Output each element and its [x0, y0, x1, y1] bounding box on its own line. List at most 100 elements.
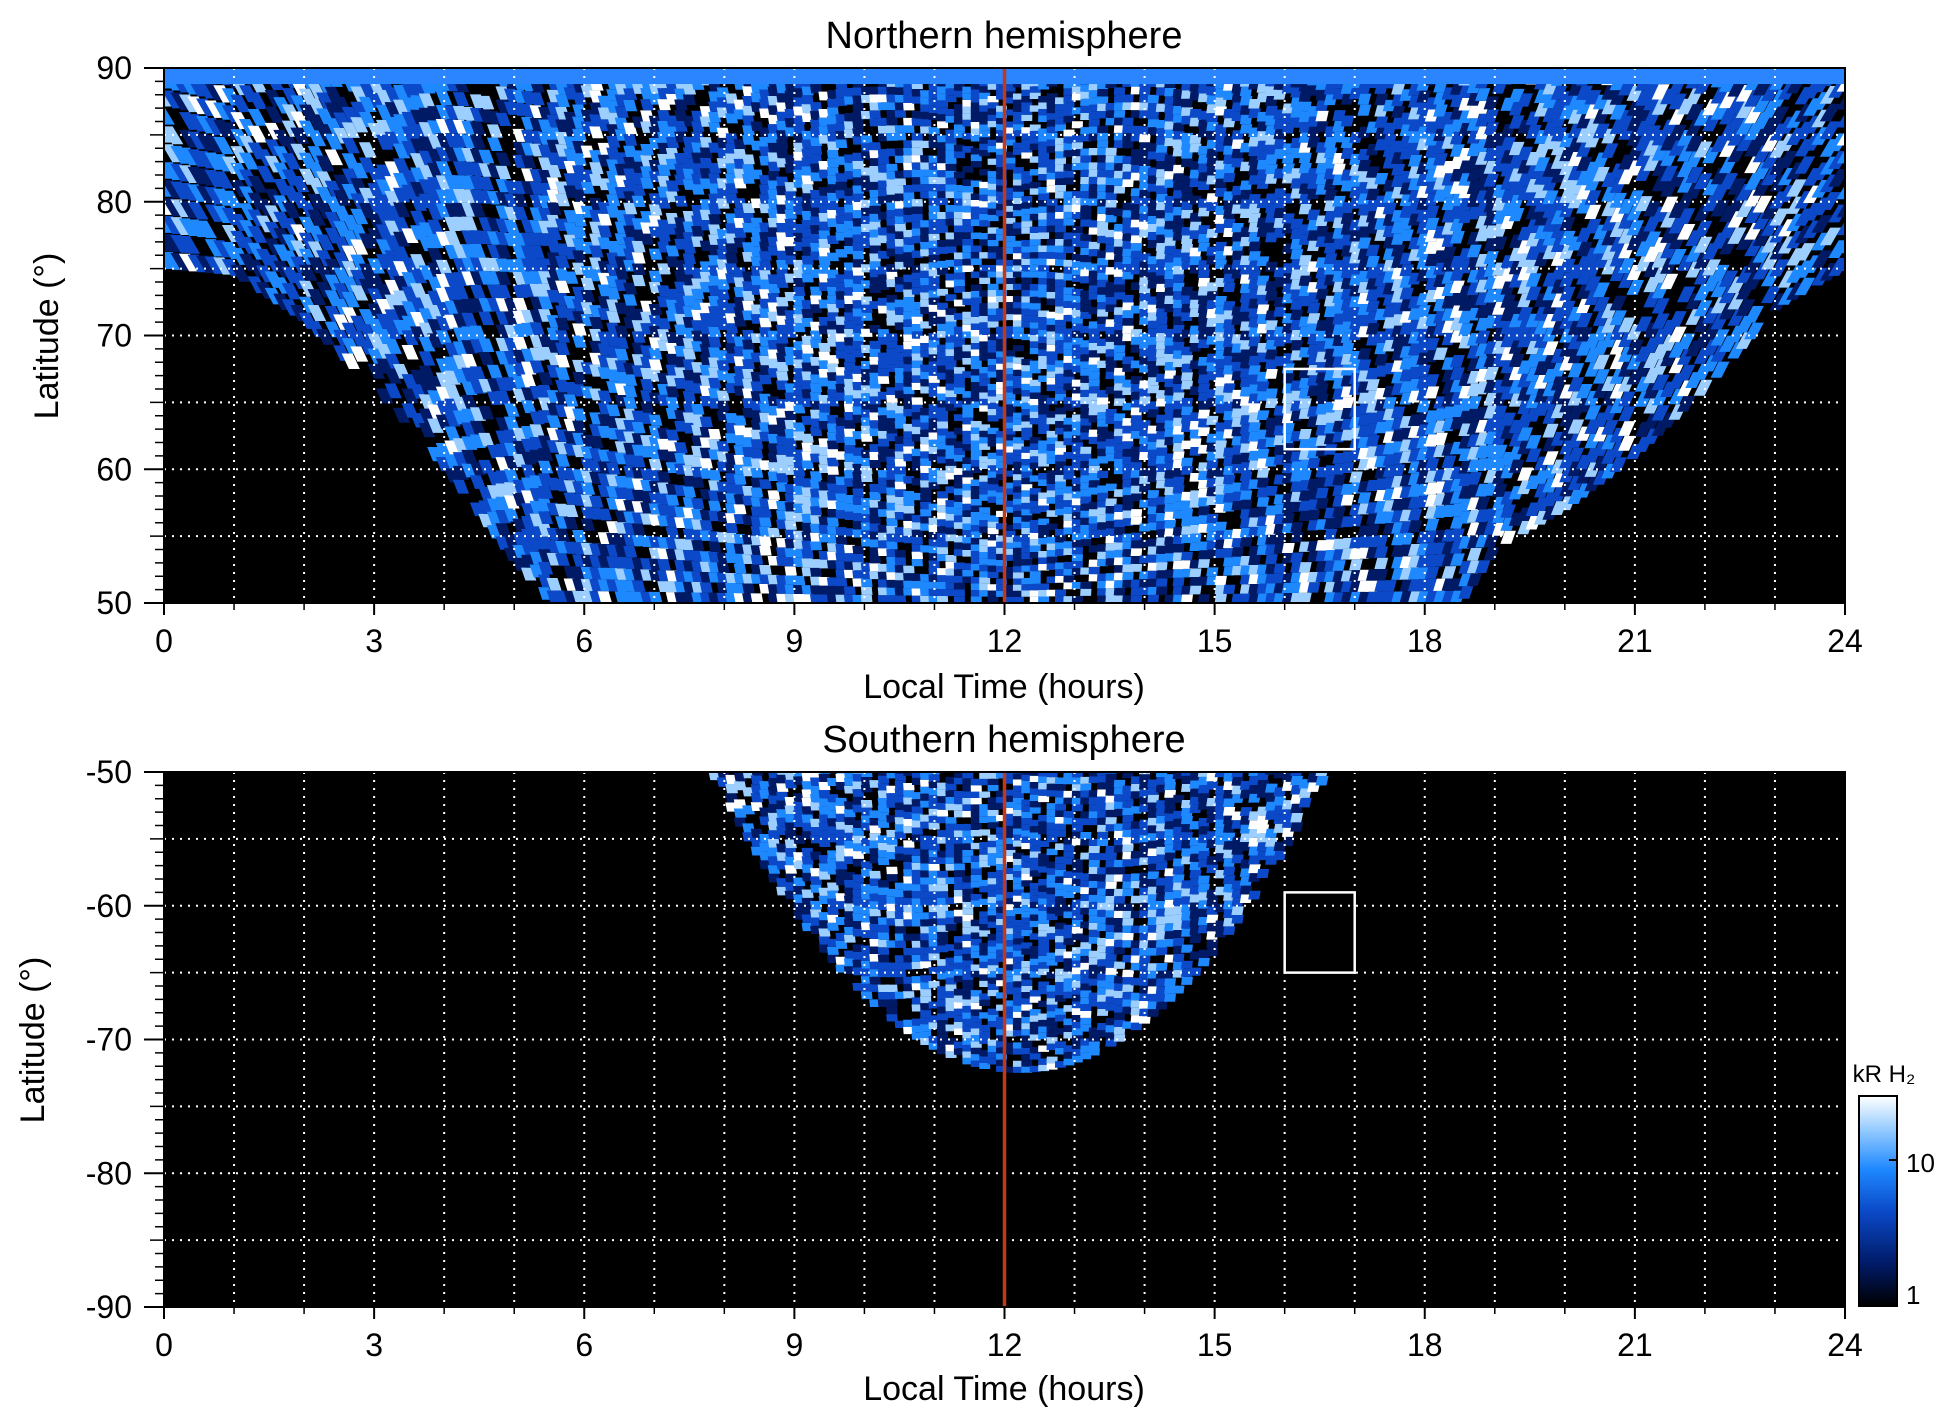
- emission-cell: [920, 184, 932, 192]
- emission-cell: [979, 481, 991, 489]
- emission-cell: [1021, 196, 1033, 203]
- emission-cell: [392, 246, 411, 262]
- emission-cell: [911, 250, 923, 258]
- emission-cell: [1046, 397, 1058, 405]
- emission-cell: [1054, 110, 1067, 118]
- emission-cell: [860, 304, 873, 313]
- emission-cell: [1038, 167, 1050, 174]
- emission-cell: [970, 206, 982, 213]
- emission-cell: [1012, 228, 1024, 235]
- emission-cell: [843, 453, 856, 462]
- emission-cell: [979, 405, 991, 412]
- emission-cell: [1054, 245, 1067, 253]
- emission-cell: [1029, 296, 1041, 304]
- emission-cell: [928, 219, 940, 227]
- emission-cell: [1054, 185, 1067, 192]
- emission-cell: [1004, 548, 1016, 555]
- emission-cell: [962, 192, 974, 200]
- emission-cell: [936, 100, 949, 108]
- emission-cell: [886, 194, 898, 203]
- emission-cell: [350, 162, 369, 179]
- emission-cell: [1046, 238, 1058, 246]
- emission-cell: [987, 415, 999, 422]
- emission-cell: [979, 558, 991, 565]
- emission-cell: [945, 335, 957, 343]
- emission-cell: [1012, 504, 1024, 511]
- emission-cell: [1063, 259, 1075, 267]
- emission-cell: [1046, 324, 1058, 332]
- emission-cell: [1029, 532, 1041, 540]
- emission-cell: [597, 390, 612, 403]
- emission-cell: [410, 153, 428, 168]
- emission-cell: [928, 141, 940, 149]
- emission-cell: [979, 181, 991, 189]
- emission-cell: [1021, 246, 1033, 253]
- emission-cell: [640, 233, 655, 245]
- emission-cell: [1054, 151, 1067, 159]
- emission-cell: [1012, 111, 1024, 119]
- emission-cell: [936, 267, 949, 275]
- emission-cell: [555, 528, 570, 542]
- emission-cell: [894, 170, 907, 179]
- emission-cell: [945, 486, 957, 494]
- emission-cell: [708, 500, 722, 511]
- emission-cell: [1021, 102, 1033, 109]
- emission-cell: [1046, 318, 1058, 325]
- emission-cell: [953, 117, 965, 125]
- emission-cell: [708, 336, 722, 348]
- emission-cell: [987, 171, 999, 178]
- emission-cell: [920, 444, 932, 452]
- emission-cell: [801, 344, 814, 354]
- emission-cell: [962, 318, 974, 325]
- emission-cell: [852, 455, 865, 464]
- emission-cell: [691, 184, 705, 195]
- emission-cell: [1113, 345, 1126, 353]
- emission-cell: [1004, 163, 1016, 170]
- emission-cell: [962, 437, 974, 445]
- emission-cell: [1004, 127, 1016, 134]
- emission-cell: [801, 549, 814, 559]
- emission-cell: [979, 354, 991, 361]
- emission-cell: [486, 124, 503, 138]
- emission-cell: [1046, 113, 1058, 120]
- emission-cell: [1046, 437, 1058, 445]
- emission-cell: [1181, 397, 1194, 407]
- emission-cell: [936, 330, 949, 338]
- emission-cell: [1029, 475, 1041, 482]
- emission-cell: [970, 459, 982, 467]
- emission-cell: [1046, 371, 1058, 378]
- emission-cell: [979, 347, 991, 355]
- emission-cell: [970, 349, 982, 356]
- emission-cell: [444, 286, 461, 301]
- emission-cell: [1038, 420, 1050, 428]
- emission-cell: [708, 377, 722, 389]
- emission-cell: [987, 534, 999, 541]
- emission-cell: [776, 139, 789, 149]
- emission-cell: [1038, 206, 1050, 213]
- emission-cell: [1038, 284, 1050, 291]
- emission-cell: [392, 202, 411, 218]
- emission-cell: [962, 238, 974, 246]
- emission-cell: [1038, 440, 1050, 447]
- emission-cell: [742, 290, 755, 301]
- emission-cell: [945, 177, 957, 185]
- emission-cell: [1071, 365, 1084, 373]
- emission-cell: [1012, 173, 1024, 180]
- emission-cell: [691, 540, 705, 551]
- emission-cell: [1071, 554, 1084, 562]
- emission-cell: [953, 225, 965, 233]
- emission-cell: [1029, 564, 1041, 572]
- emission-cell: [1038, 219, 1050, 226]
- emission-cell: [461, 449, 478, 464]
- emission-cell: [495, 112, 512, 127]
- emission-cell: [894, 451, 907, 459]
- emission-cell: [1054, 542, 1067, 550]
- emission-cell: [1046, 258, 1058, 266]
- emission-cell: [444, 454, 461, 469]
- emission-cell: [572, 189, 587, 202]
- emission-cell: [1071, 428, 1084, 436]
- emission-cell: [1021, 296, 1033, 303]
- emission-cell: [1012, 191, 1024, 198]
- emission-cell: [826, 440, 839, 450]
- emission-cell: [1021, 202, 1033, 209]
